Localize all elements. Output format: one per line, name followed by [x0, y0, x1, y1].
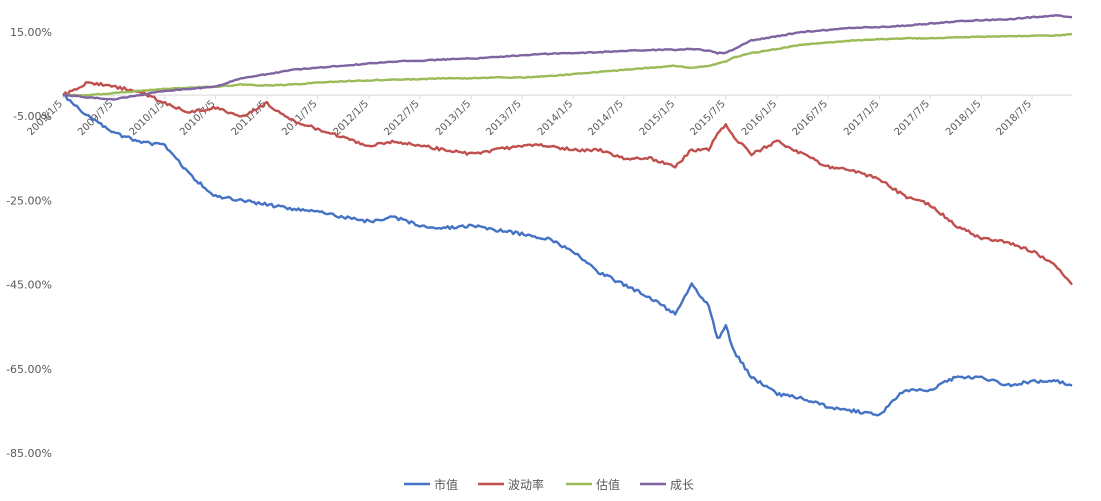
series-line-4 — [62, 13, 1073, 101]
x-tick-label: 2012/1/5 — [332, 98, 372, 138]
x-tick-label: 2012/7/5 — [382, 98, 422, 138]
y-tick-label: -65.00% — [6, 363, 52, 376]
x-tick-label: 2015/7/5 — [688, 98, 728, 138]
x-tick-label: 2018/7/5 — [995, 98, 1035, 138]
series-line-3 — [62, 32, 1073, 97]
legend-label-3: 估值 — [596, 477, 620, 492]
x-tick-label: 2010/7/5 — [178, 98, 218, 138]
series-line-1 — [62, 94, 1073, 417]
legend: 市值 波动率 估值 成长 — [404, 477, 694, 492]
x-tick-label: 2014/1/5 — [536, 98, 576, 138]
x-tick-label: 2016/1/5 — [740, 98, 780, 138]
x-tick-label: 2011/7/5 — [280, 98, 320, 138]
x-tick-label: 2010/1/5 — [128, 98, 168, 138]
x-tick-label: 2015/1/5 — [638, 98, 678, 138]
legend-label-2: 波动率 — [508, 477, 544, 492]
legend-label-4: 成长 — [670, 478, 694, 492]
x-tick-label: 2013/1/5 — [434, 98, 474, 138]
x-tick-label: 2017/7/5 — [893, 98, 933, 138]
x-tick-label: 2016/7/5 — [791, 98, 831, 138]
x-tick-label: 2014/7/5 — [586, 98, 626, 138]
x-tick-label: 2013/7/5 — [484, 98, 524, 138]
legend-label-1: 市值 — [434, 477, 458, 492]
y-tick-label: -85.00% — [6, 447, 52, 460]
y-tick-label: 15.00% — [10, 26, 52, 39]
y-tick-label: -25.00% — [6, 194, 52, 207]
series-lines — [62, 13, 1073, 417]
x-tick-label: 2018/1/5 — [944, 98, 984, 138]
y-tick-label: -5.00% — [13, 110, 52, 123]
series-line-2 — [62, 81, 1073, 286]
y-tick-label: -45.00% — [6, 279, 52, 292]
x-tick-label: 2017/1/5 — [842, 98, 882, 138]
